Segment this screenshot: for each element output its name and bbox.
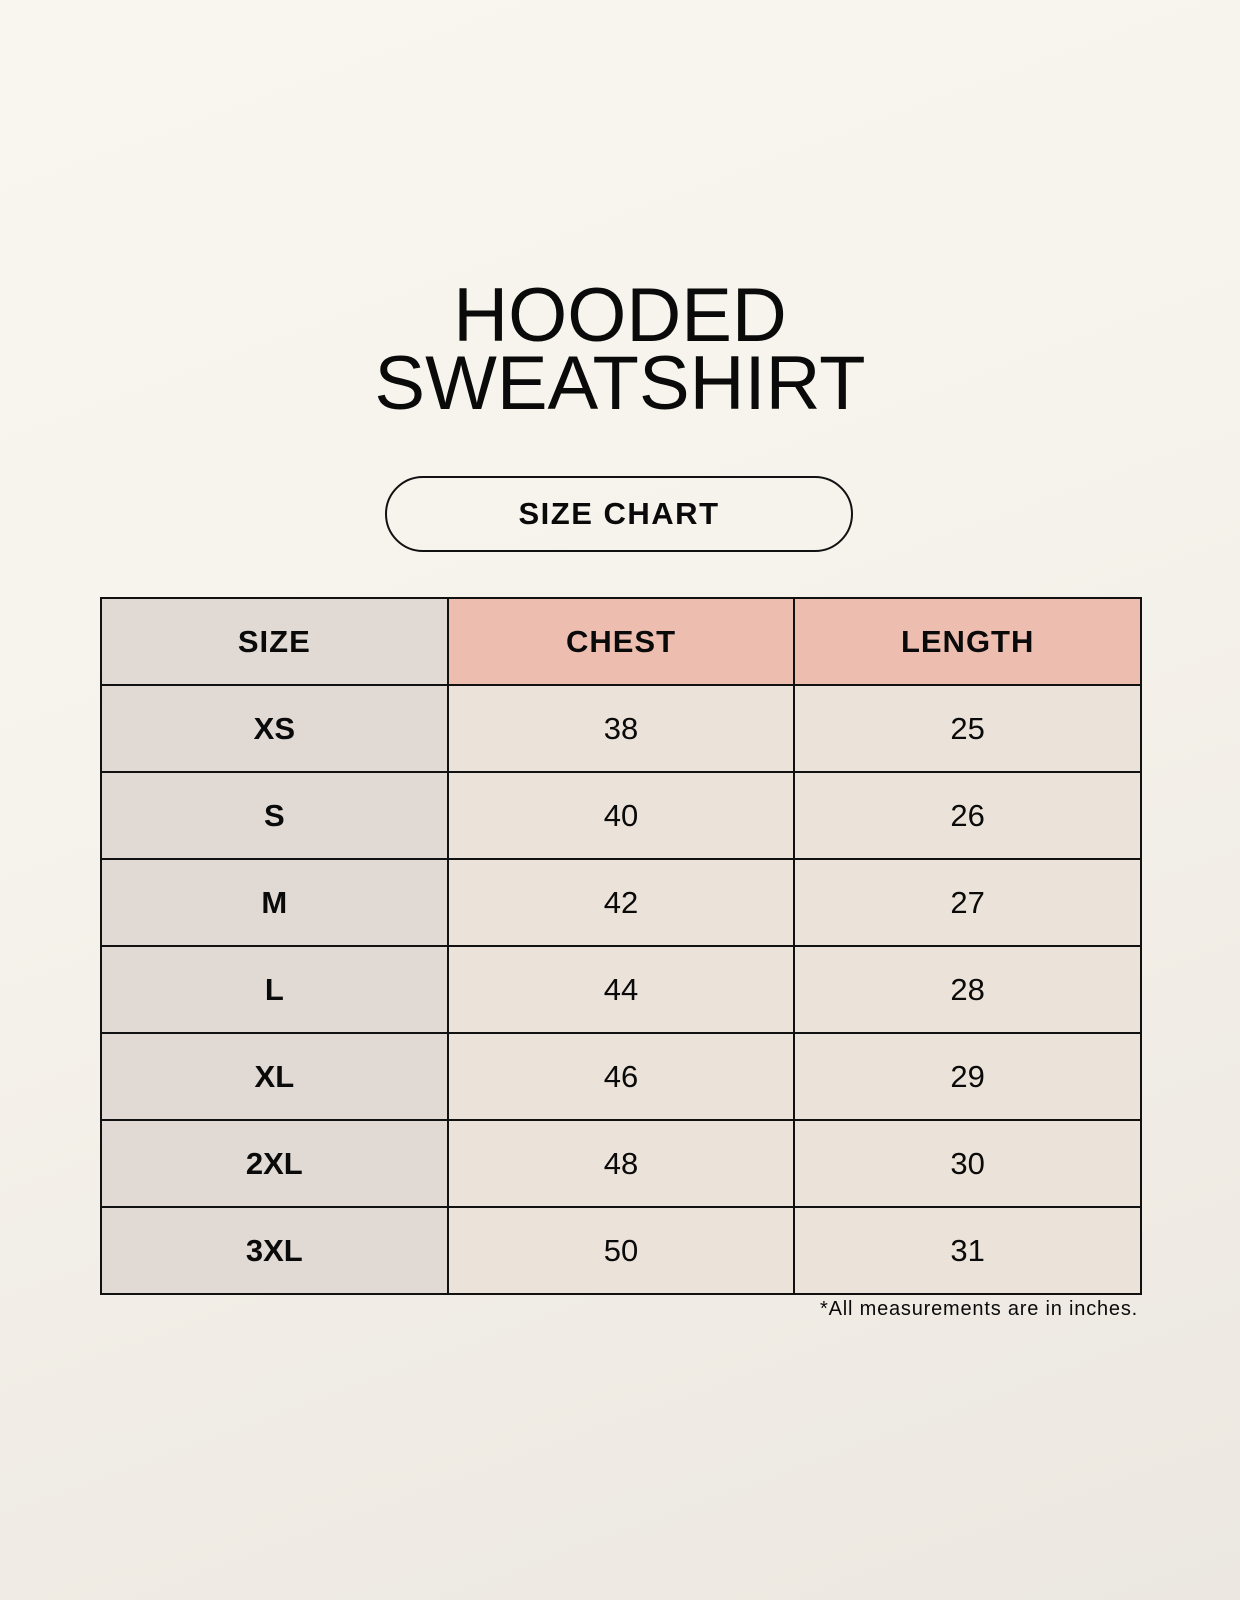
cell-length: 31 [793, 1206, 1142, 1295]
header-size: SIZE [100, 597, 449, 686]
cell-length: 29 [793, 1032, 1142, 1121]
page-title: HOODED SWEATSHIRT [0, 273, 1240, 426]
table-row: 2XL 48 30 [100, 1119, 1142, 1208]
cell-chest: 48 [446, 1119, 796, 1208]
cell-size: 2XL [100, 1119, 449, 1208]
cell-chest: 44 [446, 945, 796, 1034]
cell-size: XS [100, 684, 449, 773]
table-row: XS 38 25 [100, 684, 1142, 773]
title-line-1: HOODED [453, 273, 787, 358]
cell-chest: 42 [446, 858, 796, 947]
cell-length: 27 [793, 858, 1142, 947]
table-row: M 42 27 [100, 858, 1142, 947]
table-row: S 40 26 [100, 771, 1142, 860]
cell-length: 26 [793, 771, 1142, 860]
header-length: LENGTH [793, 597, 1142, 686]
table-row: XL 46 29 [100, 1032, 1142, 1121]
cell-length: 28 [793, 945, 1142, 1034]
table-row: 3XL 50 31 [100, 1206, 1142, 1295]
cell-size: 3XL [100, 1206, 449, 1295]
footnote: *All measurements are in inches. [820, 1298, 1138, 1320]
cell-chest: 50 [446, 1206, 796, 1295]
cell-chest: 40 [446, 771, 796, 860]
title-line-2: SWEATSHIRT [374, 341, 866, 426]
table-row: L 44 28 [100, 945, 1142, 1034]
cell-length: 25 [793, 684, 1142, 773]
cell-size: S [100, 771, 449, 860]
size-chart-label: SIZE CHART [385, 476, 853, 552]
size-table: SIZE CHEST LENGTH XS 38 25 S 40 26 M 42 27 L 44 28 X… [100, 597, 1142, 1295]
cell-size: L [100, 945, 449, 1034]
table-header-row: SIZE CHEST LENGTH [100, 597, 1142, 686]
cell-chest: 46 [446, 1032, 796, 1121]
cell-length: 30 [793, 1119, 1142, 1208]
cell-size: M [100, 858, 449, 947]
cell-chest: 38 [446, 684, 796, 773]
cell-size: XL [100, 1032, 449, 1121]
header-chest: CHEST [446, 597, 796, 686]
